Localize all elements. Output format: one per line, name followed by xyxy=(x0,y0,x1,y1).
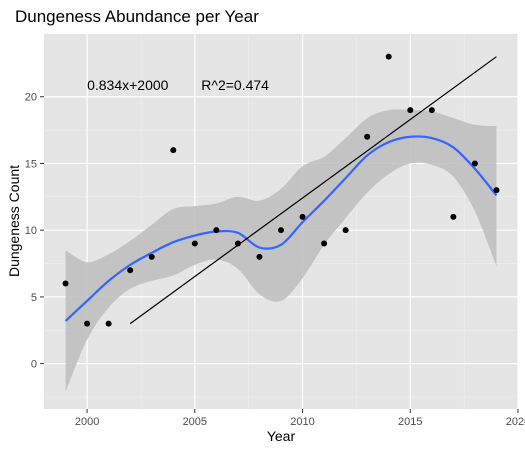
data-point xyxy=(493,187,500,194)
smooth-line xyxy=(64,135,498,322)
data-point xyxy=(342,227,349,234)
confidence-band xyxy=(65,109,497,392)
data-point xyxy=(471,160,478,167)
x-tick-label: 2010 xyxy=(290,416,314,428)
y-tick-label: 20 xyxy=(25,92,37,104)
data-point xyxy=(84,320,91,327)
data-point xyxy=(407,107,414,114)
data-point xyxy=(256,253,263,260)
y-axis: 0 5 10 15 20 xyxy=(25,92,44,371)
y-axis-title: Dungeness Count xyxy=(6,165,22,277)
x-tick-label: 2000 xyxy=(75,416,99,428)
data-point xyxy=(127,267,134,274)
y-tick-label: 15 xyxy=(25,158,37,170)
x-axis-title: Year xyxy=(267,428,296,444)
data-point xyxy=(364,133,371,140)
annotation-layer: 0.834x+2000 R^2=0.474 xyxy=(87,77,269,93)
x-tick-label: 2015 xyxy=(398,416,422,428)
data-point xyxy=(278,227,284,234)
y-tick-label: 10 xyxy=(25,225,37,237)
data-point xyxy=(170,147,177,154)
smooth-line-layer xyxy=(64,135,498,322)
confidence-band-layer xyxy=(65,109,497,392)
data-point xyxy=(428,107,435,114)
data-point xyxy=(299,213,306,220)
data-point xyxy=(234,240,241,247)
y-tick-label: 0 xyxy=(31,359,37,371)
annotation-label: 0.834x+2000 xyxy=(87,77,169,93)
data-point xyxy=(191,240,198,247)
data-point xyxy=(148,253,155,260)
data-point xyxy=(450,213,457,220)
data-point xyxy=(213,227,220,234)
x-tick-label: 2005 xyxy=(183,416,207,428)
regression-line xyxy=(129,56,497,325)
y-tick-label: 5 xyxy=(31,292,37,304)
points-layer xyxy=(62,53,500,327)
annotation-label: R^2=0.474 xyxy=(201,77,269,93)
data-point xyxy=(62,280,69,287)
data-point xyxy=(385,53,392,60)
data-point xyxy=(105,320,112,327)
regression-line-layer xyxy=(129,56,497,325)
data-point xyxy=(321,240,328,247)
chart-title: Dungeness Abundance per Year xyxy=(15,7,259,26)
